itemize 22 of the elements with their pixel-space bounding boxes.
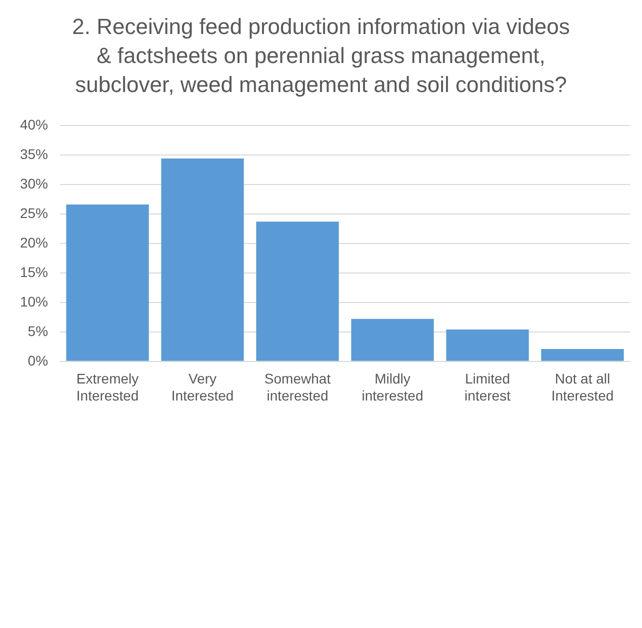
- y-tick-label: 25%: [20, 204, 48, 221]
- bar: [66, 204, 149, 361]
- x-tick-label: Not at all Interested: [551, 370, 614, 404]
- y-tick-label: 10%: [20, 293, 48, 310]
- y-tick-label: 0%: [28, 352, 48, 368]
- x-tick-label: Mildly interested: [362, 370, 424, 404]
- bar: [541, 349, 624, 361]
- bar: [161, 158, 244, 361]
- y-tick-label: 20%: [20, 234, 48, 250]
- bar: [446, 330, 529, 361]
- y-tick-label: 35%: [20, 146, 48, 162]
- bar: [351, 318, 434, 361]
- y-tick-label: 30%: [20, 175, 48, 192]
- x-tick-label: Limited interest: [464, 370, 511, 404]
- chart-title: 2. Receiving feed production information via videos & factsheets on perennial grass management, subclover, weed management and soil conditions?: [71, 13, 571, 99]
- y-tick-label: 40%: [20, 116, 48, 132]
- x-tick-label: Somewhat interested: [264, 370, 331, 404]
- x-tick-label: Extremely Interested: [76, 370, 139, 404]
- x-tick-label: Very Interested: [171, 370, 234, 404]
- y-tick-label: 15%: [20, 264, 48, 280]
- y-tick-label: 5%: [28, 322, 48, 339]
- bar: [256, 222, 339, 361]
